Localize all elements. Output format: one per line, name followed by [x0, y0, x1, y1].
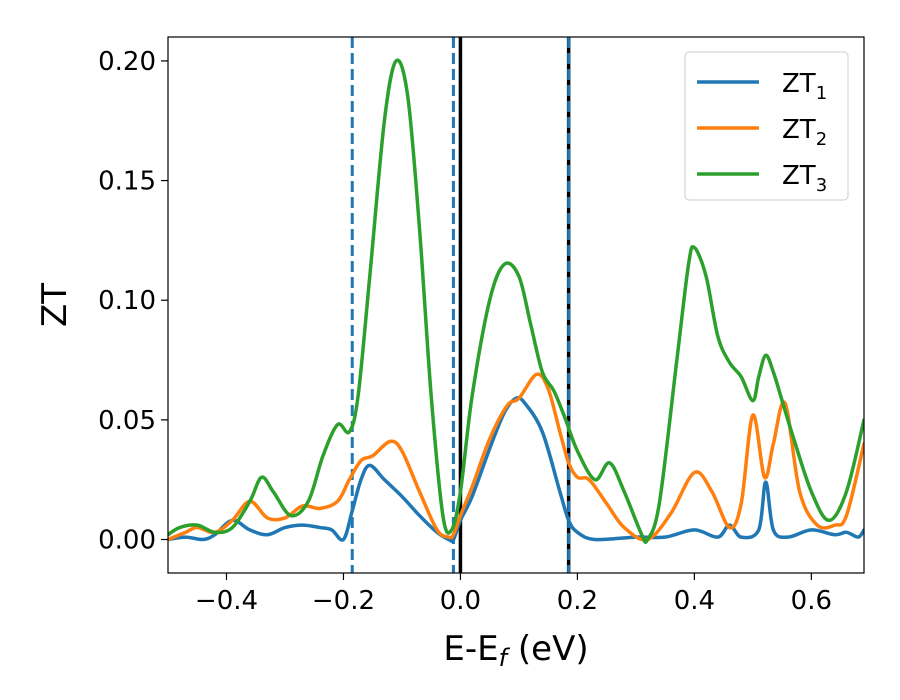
legend-label-sub: 2	[816, 129, 827, 150]
y-tick-label: 0.00	[98, 526, 156, 556]
legend-label-main: ZT	[782, 115, 816, 145]
x-tick-label: −0.2	[312, 586, 375, 616]
x-axis-title-unit: (eV)	[507, 629, 589, 669]
y-tick-label: 0.10	[98, 286, 156, 316]
plot-frame	[167, 36, 865, 574]
legend-label-main: ZT	[782, 69, 816, 99]
series-lines	[168, 58, 864, 545]
series-line-zt3	[168, 58, 864, 545]
legend-label-main: ZT	[782, 161, 816, 191]
x-axis: −0.4 −0.2 0.0 0.2 0.4 0.6	[195, 573, 832, 616]
legend-label-zt3: ZT3	[782, 161, 827, 196]
x-axis-title-main: E-E	[443, 629, 498, 669]
x-tick-label: −0.4	[195, 586, 258, 616]
legend-label-zt2: ZT2	[782, 115, 827, 150]
y-tick-label: 0.15	[98, 167, 156, 197]
x-tick-label: 0.0	[440, 586, 481, 616]
y-tick-label: 0.20	[98, 47, 156, 77]
legend-label-sub: 1	[816, 83, 827, 104]
x-axis-title: E-Ef (eV)	[443, 629, 588, 672]
x-tick-label: 0.2	[557, 586, 598, 616]
series-line-zt1	[168, 395, 864, 543]
series-line-zt2	[168, 372, 864, 542]
y-axis: 0.00 0.05 0.10 0.15 0.20	[98, 47, 168, 556]
x-tick-label: 0.4	[674, 586, 715, 616]
y-axis-title: ZT	[35, 283, 75, 327]
legend-label-zt1: ZT1	[782, 69, 827, 104]
legend-box	[684, 51, 849, 201]
y-tick-label: 0.05	[98, 406, 156, 436]
x-tick-label: 0.6	[791, 586, 832, 616]
legend-label-sub: 3	[816, 175, 827, 196]
